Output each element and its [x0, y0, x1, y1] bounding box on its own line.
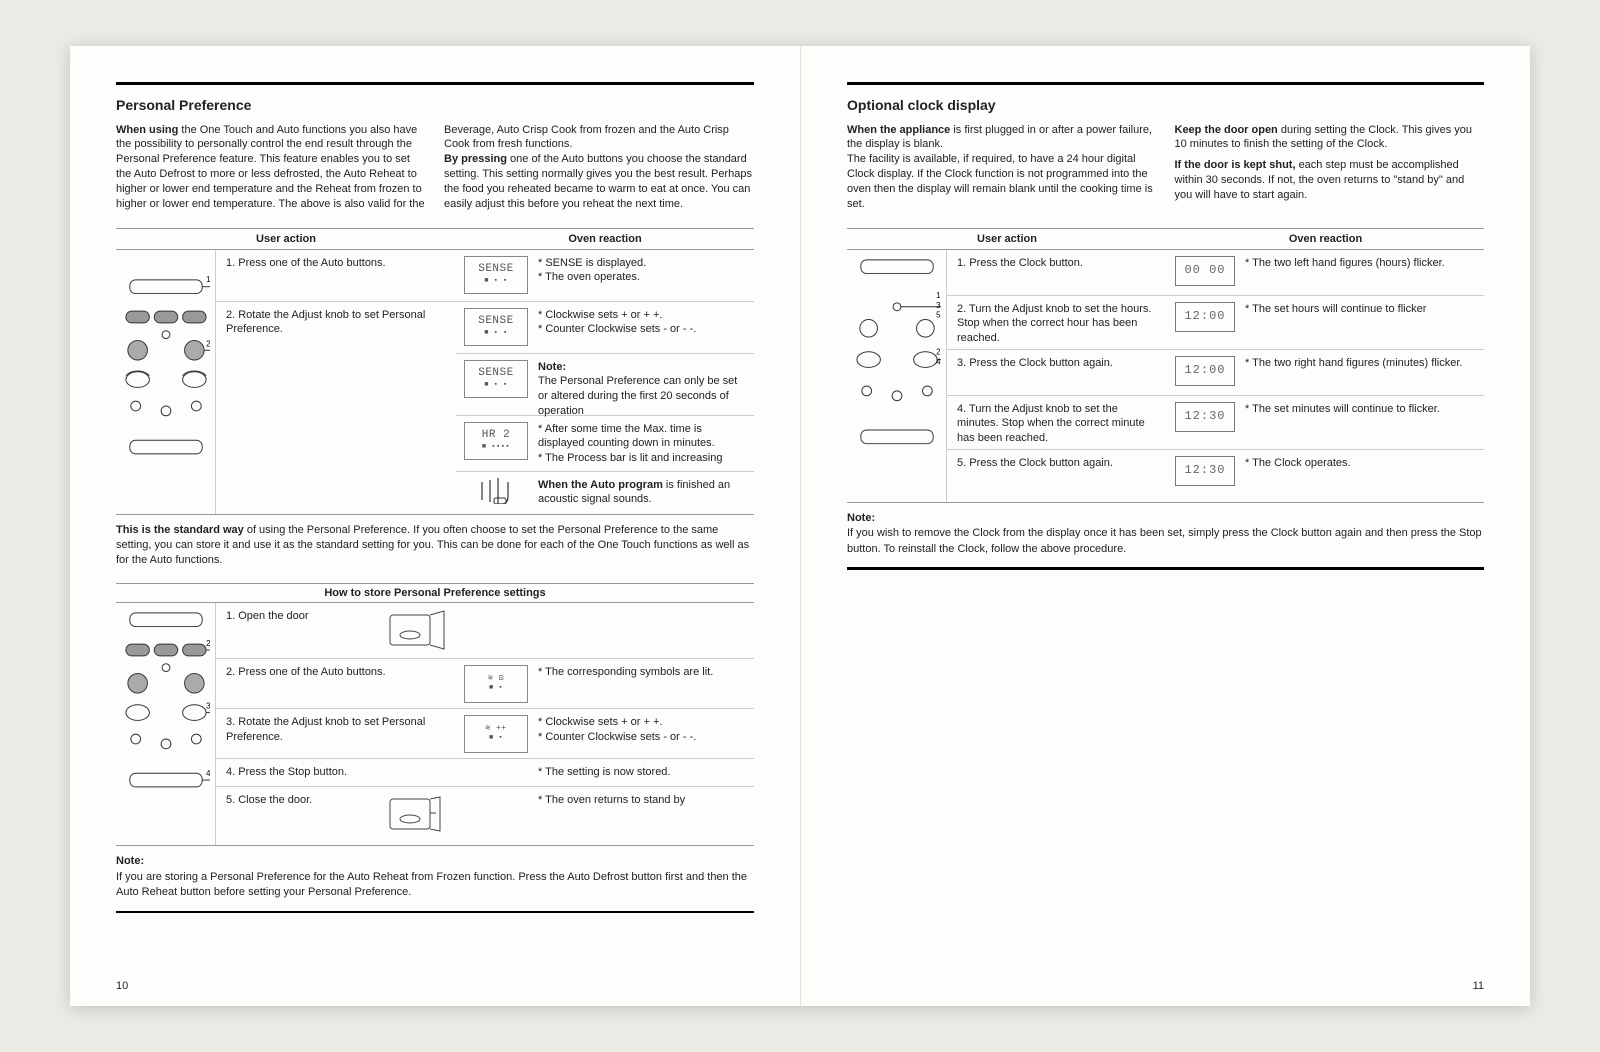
th-user-action: User action — [847, 229, 1167, 249]
rule-top — [847, 82, 1484, 85]
panel-svg: 1 2 — [122, 274, 210, 489]
control-panel-illustration: 135 24 — [847, 250, 947, 502]
reaction-text: When the Auto program is finished an aco… — [538, 478, 746, 508]
page-left: Personal Preference When using the One T… — [70, 46, 800, 1006]
rule-bottom — [847, 567, 1484, 570]
intro-col-a: When using the One Touch and Auto functi… — [116, 123, 426, 212]
oven-display-icon: SENSE ■ ▪ ▪ — [464, 360, 528, 398]
oven-display-icon: SENSE ■ ▪ ▪ — [464, 308, 528, 346]
sound-icon — [464, 478, 528, 508]
reaction-text: Clockwise sets + or + +. Counter Clockwi… — [538, 308, 746, 347]
section-title: Optional clock display — [847, 97, 1484, 113]
step: 1. Press the Clock button. — [947, 250, 1167, 296]
end-note: Note: If you wish to remove the Clock fr… — [847, 511, 1484, 557]
clock-display-icon: 00 00 — [1175, 256, 1235, 286]
panel-svg-2: 2 3 4 — [122, 607, 210, 842]
rule-bottom — [116, 911, 754, 914]
table-clock: User action Oven reaction 135 — [847, 228, 1484, 503]
svg-text:2: 2 — [206, 639, 210, 648]
clock-display-icon: 12:30 — [1175, 402, 1235, 432]
svg-text:2: 2 — [206, 339, 210, 348]
reaction-text: SENSE is displayed. The oven operates. — [538, 256, 746, 295]
page-number: 11 — [1473, 980, 1484, 992]
svg-text:3: 3 — [206, 701, 210, 710]
th-oven-reaction: Oven reaction — [1167, 229, 1484, 249]
step: 5. Press the Clock button again. — [947, 450, 1167, 496]
clock-display-icon: 12:00 — [1175, 302, 1235, 332]
clock-display-icon: 12:30 — [1175, 456, 1235, 486]
svg-text:1: 1 — [936, 291, 940, 300]
svg-text:1: 1 — [206, 275, 210, 284]
step: 3. Rotate the Adjust knob to set Persona… — [216, 709, 456, 759]
control-panel-illustration: 2 3 4 — [116, 603, 216, 846]
reaction-text: After some time the Max. time is display… — [538, 422, 746, 465]
oven-display-icon: HR 2 ■ ▪▪▪▪ — [464, 422, 528, 460]
oven-display-icon: ≋ ++■ ▪ — [464, 715, 528, 753]
page-right: Optional clock display When the applianc… — [800, 46, 1530, 1006]
end-note: Note: If you are storing a Personal Pref… — [116, 854, 754, 900]
svg-text:5: 5 — [936, 310, 941, 319]
svg-text:2: 2 — [936, 347, 940, 356]
page-number: 10 — [116, 980, 128, 992]
control-panel-illustration: 1 2 — [116, 250, 216, 514]
step: 2. Turn the Adjust knob to set the hours… — [947, 296, 1167, 350]
clock-display-icon: 12:00 — [1175, 356, 1235, 386]
step: 4. Press the Stop button. — [216, 759, 456, 787]
oven-close-icon — [386, 793, 446, 840]
document-spread: Personal Preference When using the One T… — [70, 46, 1530, 1006]
step: 1. Press one of the Auto buttons. — [216, 250, 456, 302]
step: 4. Turn the Adjust knob to set the minut… — [947, 396, 1167, 450]
table-store-settings: How to store Personal Preference setting… — [116, 583, 754, 847]
step: 2. Rotate the Adjust knob to set Persona… — [216, 302, 456, 514]
step: 1. Open the door — [216, 603, 456, 659]
rule-top — [116, 82, 754, 85]
section-title: Personal Preference — [116, 97, 754, 113]
intro-columns: When using the One Touch and Auto functi… — [116, 123, 754, 212]
intro-columns: When the appliance is first plugged in o… — [847, 123, 1484, 212]
step: 2. Press one of the Auto buttons. — [216, 659, 456, 709]
oven-open-icon — [386, 609, 446, 656]
table-personal-pref: User action Oven reaction 1 2 — [116, 228, 754, 515]
th-oven-reaction: Oven reaction — [456, 229, 754, 249]
step: 3. Press the Clock button again. — [947, 350, 1167, 396]
intro-col-a: When the appliance is first plugged in o… — [847, 123, 1157, 212]
oven-display-icon: SENSE ■ ▪ ▪ — [464, 256, 528, 294]
svg-text:4: 4 — [206, 769, 210, 778]
mid-note: This is the standard way of using the Pe… — [116, 523, 754, 569]
svg-text:4: 4 — [936, 357, 941, 366]
table2-title: How to store Personal Preference setting… — [116, 584, 754, 603]
intro-col-b: Keep the door open during setting the Cl… — [1175, 123, 1485, 212]
th-user-action: User action — [116, 229, 456, 249]
reaction-note: Note: The Personal Preference can only b… — [538, 360, 746, 409]
oven-display-icon: ≋ ⊡■ ▪ — [464, 665, 528, 703]
intro-col-b: Beverage, Auto Crisp Cook from frozen an… — [444, 123, 754, 212]
step: 5. Close the door. — [216, 787, 456, 843]
panel-svg-3: 135 24 — [853, 254, 941, 498]
svg-text:3: 3 — [936, 300, 940, 309]
